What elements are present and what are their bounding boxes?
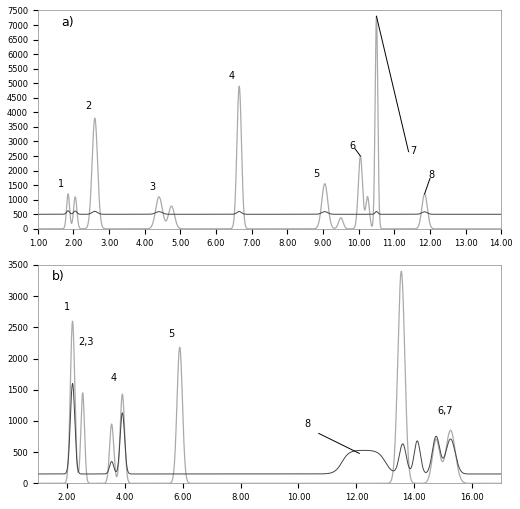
Text: 5: 5 (314, 169, 320, 179)
Text: 8: 8 (304, 419, 310, 429)
Text: 1: 1 (58, 179, 64, 189)
Text: 4: 4 (111, 374, 117, 383)
Text: a): a) (61, 16, 74, 29)
Text: 1: 1 (64, 302, 70, 312)
Text: 7: 7 (410, 146, 416, 156)
Text: 6,7: 6,7 (437, 406, 452, 416)
Text: 4: 4 (229, 71, 235, 81)
Text: 2: 2 (85, 101, 92, 111)
Text: 8: 8 (428, 170, 435, 180)
Text: 3: 3 (150, 182, 155, 192)
Text: 6: 6 (349, 141, 355, 151)
Text: 5: 5 (168, 329, 174, 338)
Text: 2,3: 2,3 (78, 337, 93, 347)
Text: b): b) (51, 270, 64, 283)
